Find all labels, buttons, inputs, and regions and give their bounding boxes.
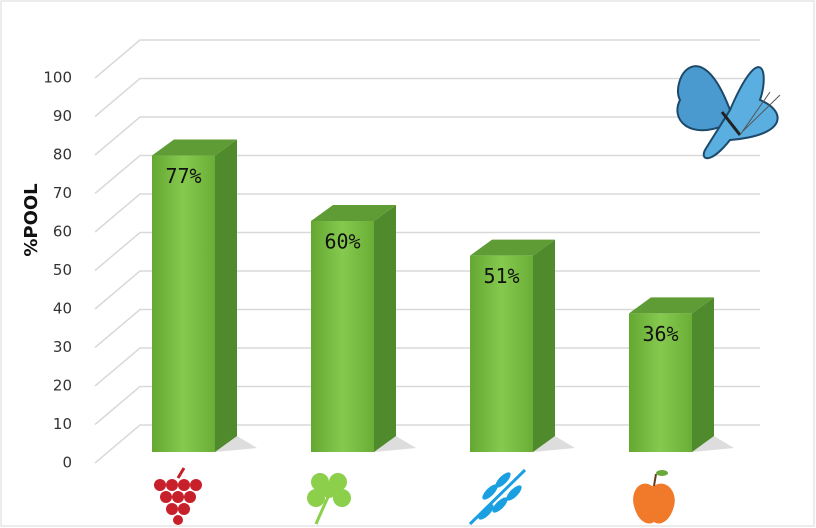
- bar-side: [215, 139, 237, 453]
- y-tick-label: 60: [53, 223, 72, 241]
- wheat-icon: [468, 468, 527, 526]
- bars: 77% 60% 51% 36%: [152, 139, 734, 453]
- grid-line: [94, 77, 760, 118]
- y-tick-label: 20: [53, 377, 72, 395]
- grid-line: [94, 231, 760, 272]
- grid-line: [94, 116, 760, 156]
- bar: [629, 313, 692, 452]
- bar-side: [533, 239, 555, 452]
- data-label: 36%: [642, 322, 678, 346]
- bar-top: [311, 205, 396, 221]
- data-label: 51%: [483, 264, 519, 288]
- data-label: 77%: [165, 164, 201, 188]
- y-tick-label: 100: [43, 69, 72, 87]
- apple-icon: [633, 470, 675, 524]
- y-tick-label: 30: [53, 338, 72, 356]
- bar-top: [470, 239, 555, 256]
- data-label: 60%: [324, 230, 360, 254]
- bar-top: [629, 297, 714, 314]
- grape-icon: [154, 467, 202, 525]
- bar-side: [374, 205, 396, 452]
- grid-line: [94, 154, 760, 195]
- y-tick-label: 90: [53, 107, 72, 125]
- y-tick-label: 10: [53, 415, 72, 433]
- butterfly-icon: [676, 65, 781, 160]
- bar-side: [692, 297, 714, 452]
- clover-icon: [307, 473, 351, 525]
- y-tick-label: 40: [53, 300, 72, 318]
- bar: [152, 155, 215, 453]
- y-tick-label: 50: [53, 261, 72, 279]
- grid-line: [94, 193, 760, 233]
- bar: [311, 221, 374, 452]
- grid-line: [94, 39, 760, 79]
- y-axis-label: %POOL: [21, 183, 42, 256]
- y-tick-label: 0: [62, 454, 72, 472]
- bar-top: [152, 139, 237, 156]
- y-tick-label: 80: [53, 146, 72, 164]
- y-tick-label: 70: [53, 184, 72, 202]
- bar: [470, 255, 533, 452]
